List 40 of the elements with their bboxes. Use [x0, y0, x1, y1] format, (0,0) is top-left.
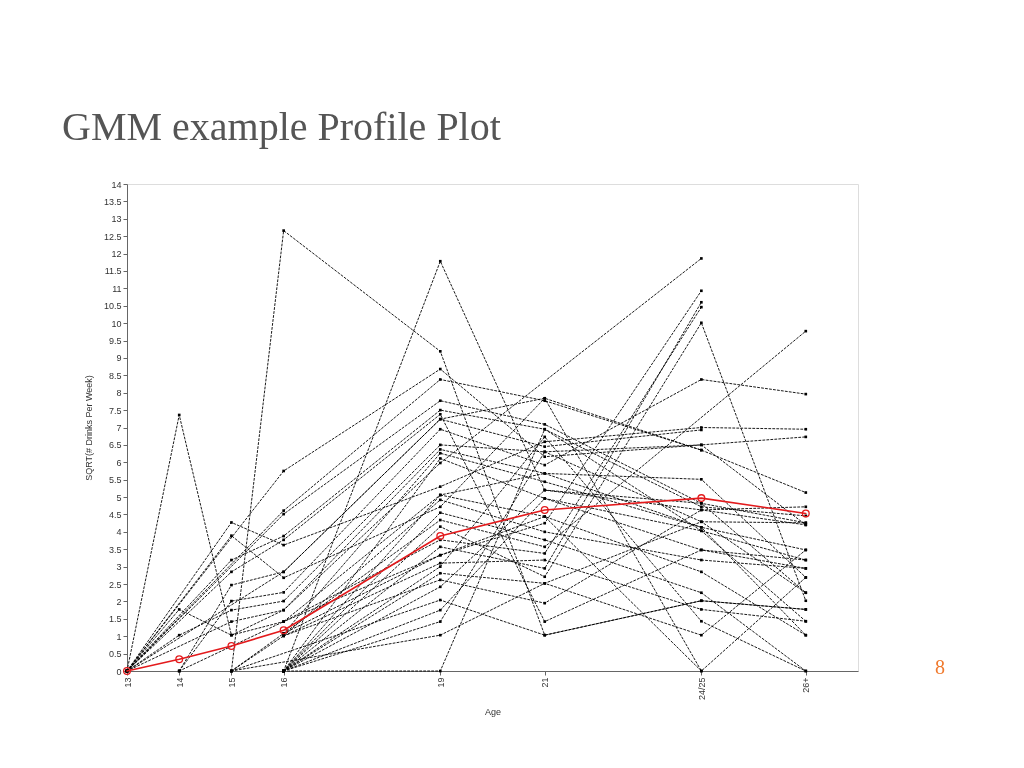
y-axis-title: SQRT(# Drinks Per Week)	[83, 375, 94, 481]
y-tick-label: 14	[111, 179, 122, 190]
x-tick-label: 14	[174, 677, 185, 688]
y-tick-label: 0.5	[108, 649, 122, 660]
y-tick-label: 7.5	[108, 405, 122, 416]
x-tick-label: 21	[540, 677, 551, 688]
y-tick-label: 9.5	[108, 336, 122, 347]
y-tick-label: 12.5	[103, 231, 122, 242]
y-tick-label: 3.5	[108, 544, 122, 555]
y-tick-label: 1.5	[108, 614, 122, 625]
y-tick-label: 5	[116, 492, 122, 503]
y-tick-label: 2	[116, 596, 122, 607]
y-tick-label: 13	[111, 214, 122, 225]
y-tick-label: 10	[111, 318, 122, 329]
y-tick-label: 12	[111, 249, 122, 260]
y-tick-label: 13.5	[103, 196, 122, 207]
y-tick-label: 10.5	[103, 301, 122, 312]
x-axis-title: Age	[484, 707, 502, 718]
y-tick-label: 8	[116, 388, 122, 399]
y-tick-label: 7	[116, 423, 122, 433]
x-tick-label: 16	[279, 677, 290, 688]
text: 8	[935, 656, 945, 678]
y-tick-label: 0	[116, 666, 122, 677]
y-tick-label: 6.5	[108, 440, 122, 451]
y-tick-label: 3	[116, 562, 122, 573]
y-tick-label: 4.5	[108, 509, 122, 520]
chart-title: GMM example Profile Plot	[62, 104, 501, 149]
x-tick-label: 15	[226, 677, 237, 688]
x-tick-label: 24/25	[696, 677, 707, 701]
y-tick-label: 11.5	[104, 266, 122, 277]
x-tick-label: 26+	[801, 677, 812, 693]
y-tick-label: 6	[116, 457, 122, 468]
y-tick-label: 11	[112, 283, 122, 294]
y-tick-label: 1	[116, 631, 122, 642]
x-tick-label: 19	[435, 677, 446, 688]
y-tick-label: 4	[116, 527, 122, 538]
y-tick-label: 9	[116, 353, 122, 364]
y-tick-label: 8.5	[108, 370, 122, 381]
y-tick-label: 2.5	[108, 579, 122, 590]
y-tick-label: 5.5	[108, 475, 122, 486]
